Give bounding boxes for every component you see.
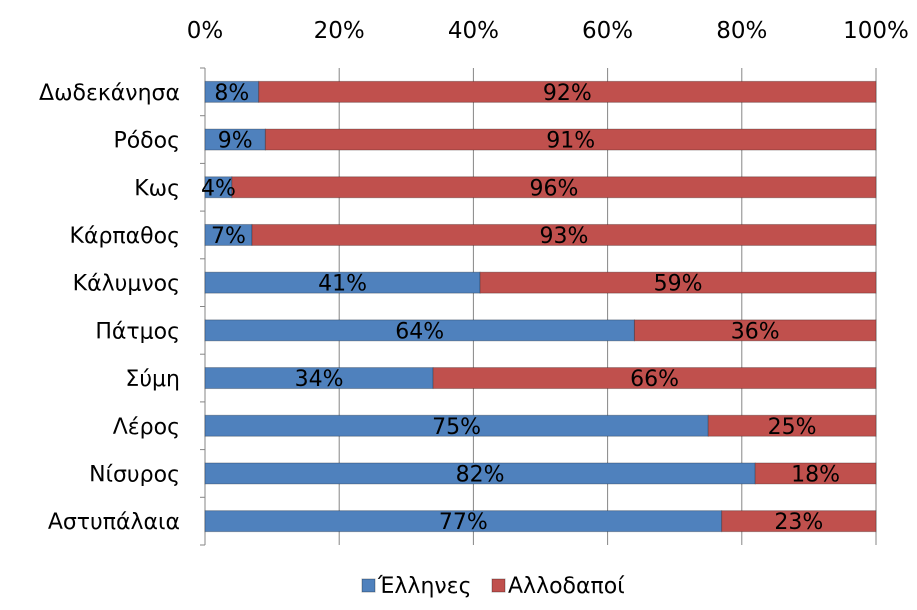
x-tick-label: 40%: [448, 18, 499, 44]
category-label: Νίσυρος: [89, 462, 180, 487]
category-labels: Δωδεκάνησα Ρόδος Κως Κάρπαθος Κάλυμνος Πάτμος…: [39, 81, 180, 535]
x-tick-label: 80%: [716, 18, 767, 44]
data-label: 59%: [654, 272, 703, 297]
x-tick-label: 20%: [314, 18, 365, 44]
bars: [204, 80, 877, 533]
x-tick-label: 100%: [843, 18, 909, 44]
data-label: 66%: [630, 367, 679, 392]
category-label: Κάλυμνος: [73, 272, 180, 297]
legend-swatch: [361, 578, 376, 593]
data-label: 36%: [731, 319, 780, 344]
data-label: 23%: [774, 510, 823, 535]
bar-segment: [721, 510, 877, 533]
data-label: 25%: [768, 415, 817, 440]
data-label: 77%: [439, 510, 488, 535]
data-label: 4%: [201, 176, 236, 201]
data-label: 96%: [529, 176, 578, 201]
data-label: 82%: [456, 462, 505, 487]
bar-segment: [633, 319, 877, 342]
bar-segment: [231, 176, 877, 199]
bar-segment: [432, 367, 877, 390]
data-label: 41%: [318, 272, 367, 297]
bar-segment: [479, 271, 877, 294]
legend-label: Αλλοδαποί: [508, 574, 625, 599]
data-label: 75%: [432, 415, 481, 440]
bar-segment: [258, 80, 877, 103]
legend: Έλληνες Αλλοδαποί: [361, 574, 625, 599]
category-label: Λέρος: [113, 415, 180, 440]
data-label: 64%: [395, 319, 444, 344]
x-tick-label: 60%: [582, 18, 633, 44]
data-label: 93%: [540, 224, 589, 249]
category-label: Ρόδος: [113, 129, 180, 154]
bar-segment: [264, 128, 877, 151]
legend-label: Έλληνες: [377, 574, 472, 599]
category-label: Πάτμος: [95, 319, 180, 344]
x-tick-label: 0%: [187, 18, 224, 44]
data-label: 91%: [546, 129, 595, 154]
data-label: 9%: [218, 129, 253, 154]
x-axis-ticks: 0% 20% 40% 60% 80% 100%: [187, 18, 909, 44]
data-labels: 8% 92% 9% 91% 4% 96% 7% 93% 41% 59% 64% 36% 34% 66% 75…: [201, 81, 840, 535]
data-label: 92%: [543, 81, 592, 106]
bar-segment: [754, 462, 877, 485]
data-label: 8%: [214, 81, 249, 106]
category-label: Κάρπαθος: [70, 224, 180, 249]
category-label: Δωδεκάνησα: [39, 81, 180, 106]
data-label: 34%: [295, 367, 344, 392]
category-label: Αστυπάλαια: [48, 510, 180, 535]
legend-swatch: [491, 578, 506, 593]
bar-segment: [251, 223, 877, 246]
data-label: 7%: [211, 224, 246, 249]
data-label: 18%: [791, 462, 840, 487]
category-label: Κως: [134, 176, 180, 201]
category-label: Σύμη: [125, 367, 180, 392]
bar-segment: [707, 414, 877, 437]
